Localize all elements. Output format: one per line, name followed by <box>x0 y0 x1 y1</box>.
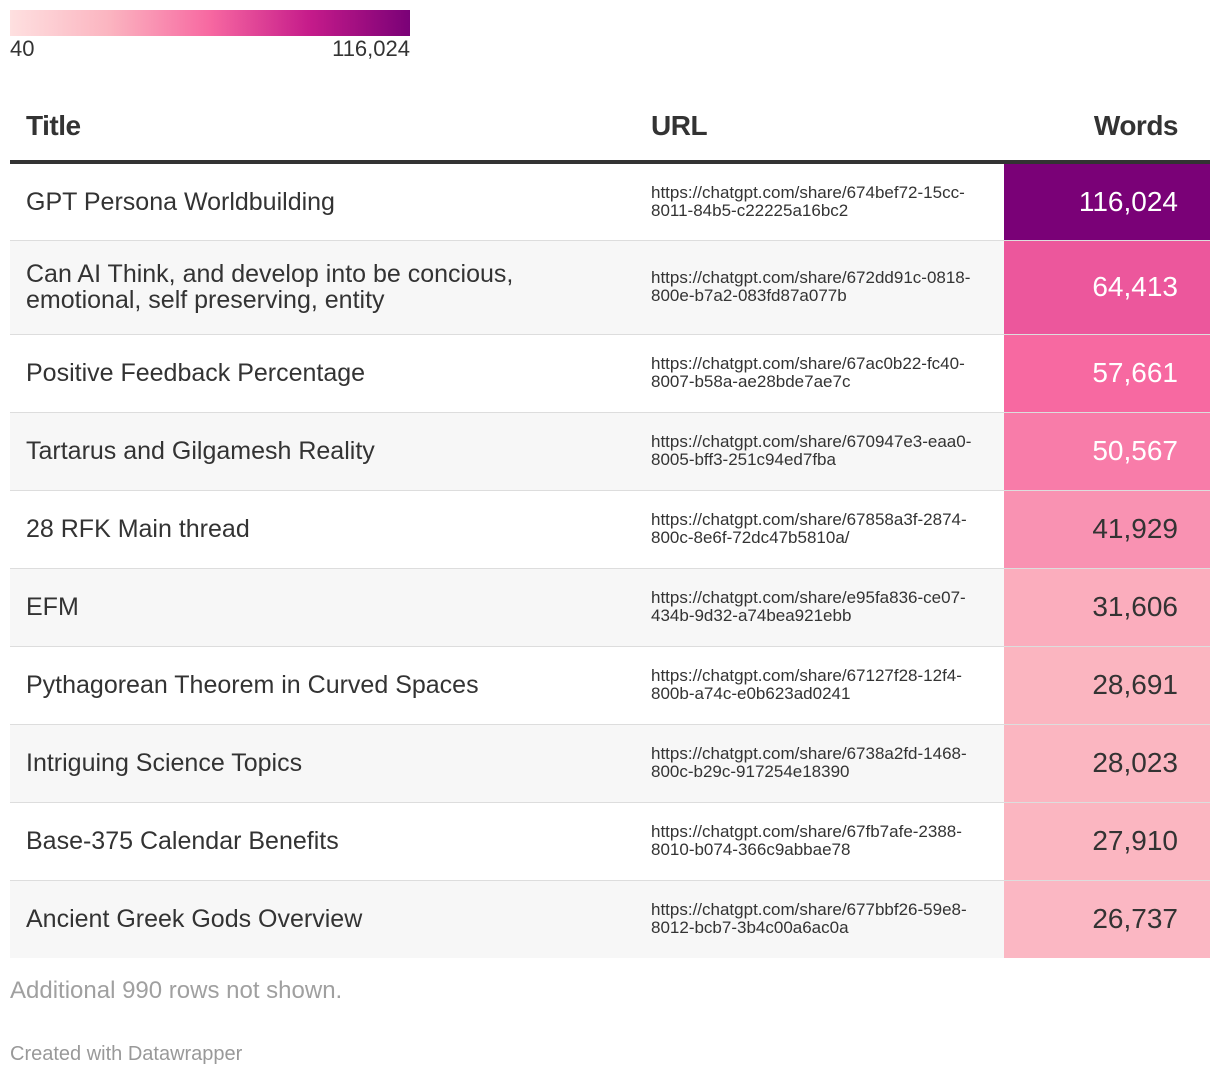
table-header-row: Title URL Words <box>10 92 1210 164</box>
table-row: Positive Feedback Percentage https://chat… <box>10 334 1210 413</box>
cell-url: https://chatgpt.com/share/67127f28-12f4-… <box>634 646 1004 725</box>
cell-words: 26,737 <box>1004 880 1210 958</box>
cell-title: Can AI Think, and develop into be concio… <box>10 240 634 335</box>
cell-title: Tartarus and Gilgamesh Reality <box>10 412 634 491</box>
cell-url: https://chatgpt.com/share/670947e3-eaa0-… <box>634 412 1004 491</box>
cell-words: 27,910 <box>1004 802 1210 881</box>
legend-gradient-bar <box>10 10 410 36</box>
cell-words: 28,023 <box>1004 724 1210 803</box>
cell-url: https://chatgpt.com/share/672dd91c-0818-… <box>634 240 1004 335</box>
credit-link[interactable]: Created with Datawrapper <box>10 1043 243 1065</box>
table-row: GPT Persona Worldbuilding https://chatgpt… <box>10 162 1210 241</box>
legend-min-label: 40 <box>10 36 35 61</box>
cell-words: 28,691 <box>1004 646 1210 725</box>
column-header-url[interactable]: URL <box>634 92 1004 164</box>
column-header-words[interactable]: Words <box>1004 92 1210 164</box>
cell-words: 41,929 <box>1004 490 1210 569</box>
cell-title: 28 RFK Main thread <box>10 490 634 569</box>
cell-url: https://chatgpt.com/share/674bef72-15cc-… <box>634 162 1004 241</box>
data-table: Title URL Words GPT Persona Worldbuildin… <box>10 92 1210 958</box>
cell-words: 31,606 <box>1004 568 1210 647</box>
table-body: GPT Persona Worldbuilding https://chatgpt… <box>10 162 1210 958</box>
cell-title: GPT Persona Worldbuilding <box>10 162 634 241</box>
column-header-title[interactable]: Title <box>10 92 634 164</box>
cell-url: https://chatgpt.com/share/6738a2fd-1468-… <box>634 724 1004 803</box>
table-row: Pythagorean Theorem in Curved Spaces http… <box>10 646 1210 725</box>
color-legend: 40 116,024 <box>10 10 410 61</box>
table-row: Tartarus and Gilgamesh Reality https://ch… <box>10 412 1210 491</box>
cell-url: https://chatgpt.com/share/67858a3f-2874-… <box>634 490 1004 569</box>
cell-url: https://chatgpt.com/share/67fb7afe-2388-… <box>634 802 1004 881</box>
cell-title: Positive Feedback Percentage <box>10 334 634 413</box>
cell-title: EFM <box>10 568 634 647</box>
cell-title: Intriguing Science Topics <box>10 724 634 803</box>
cell-title: Pythagorean Theorem in Curved Spaces <box>10 646 634 725</box>
cell-url: https://chatgpt.com/share/e95fa836-ce07-… <box>634 568 1004 647</box>
legend-max-label: 116,024 <box>332 36 410 61</box>
cell-words: 116,024 <box>1004 162 1210 241</box>
table-row: Ancient Greek Gods Overview https://chatg… <box>10 880 1210 958</box>
table-row: Intriguing Science Topics https://chatgpt… <box>10 724 1210 803</box>
table-row: EFM https://chatgpt.com/share/e95fa836-ce… <box>10 568 1210 647</box>
cell-words: 64,413 <box>1004 240 1210 335</box>
legend-labels: 40 116,024 <box>10 37 410 61</box>
table-row: 28 RFK Main thread https://chatgpt.com/sh… <box>10 490 1210 569</box>
table-row: Can AI Think, and develop into be concio… <box>10 240 1210 335</box>
table-row: Base-375 Calendar Benefits https://chatgp… <box>10 802 1210 881</box>
cell-url: https://chatgpt.com/share/67ac0b22-fc40-… <box>634 334 1004 413</box>
cell-url: https://chatgpt.com/share/677bbf26-59e8-… <box>634 880 1004 958</box>
cell-title: Base-375 Calendar Benefits <box>10 802 634 881</box>
cell-words: 50,567 <box>1004 412 1210 491</box>
cell-words: 57,661 <box>1004 334 1210 413</box>
table-notes: Additional 990 rows not shown. <box>10 977 343 1004</box>
cell-title: Ancient Greek Gods Overview <box>10 880 634 958</box>
